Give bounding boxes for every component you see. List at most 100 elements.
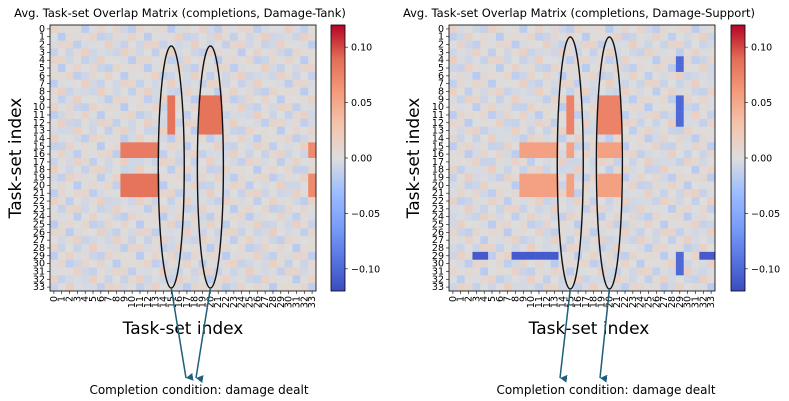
y-tick-label: 29	[33, 251, 45, 262]
heatmap-cell	[558, 142, 567, 151]
heatmap-cell	[89, 103, 98, 112]
heatmap-cell	[652, 32, 661, 41]
heatmap-cell	[582, 134, 591, 143]
heatmap-cell	[214, 118, 223, 127]
heatmap-cell	[566, 283, 575, 292]
heatmap-cell	[89, 71, 98, 81]
heatmap-cell	[214, 40, 223, 49]
heatmap-cell	[503, 111, 512, 120]
heatmap-cell	[464, 228, 473, 237]
heatmap-cell	[707, 259, 716, 268]
heatmap-cell	[229, 95, 239, 104]
heatmap-cell	[73, 32, 82, 41]
heatmap-cell	[73, 181, 82, 190]
heatmap-cell	[143, 118, 152, 127]
heatmap-cell	[488, 64, 497, 73]
heatmap-cell	[456, 181, 465, 190]
heatmap-cell	[89, 150, 98, 159]
heatmap-cell	[261, 244, 270, 253]
heatmap-cell	[503, 181, 512, 190]
heatmap-cell	[495, 95, 505, 104]
plot-frame	[49, 24, 317, 292]
heatmap-cell	[136, 56, 145, 65]
heatmap-cell	[269, 40, 278, 49]
heatmap-cell	[683, 40, 692, 49]
x-tick-label: 30	[683, 296, 694, 308]
heatmap-cell	[269, 56, 278, 65]
heatmap-cell	[636, 111, 645, 120]
heatmap-cell	[527, 64, 536, 73]
heatmap-cell	[449, 25, 458, 34]
heatmap-cell	[128, 259, 137, 268]
heatmap-cell	[308, 87, 317, 96]
heatmap-cell	[495, 56, 505, 65]
heatmap-cell	[136, 158, 145, 167]
heatmap-cell	[269, 236, 278, 245]
heatmap-cell	[81, 134, 90, 143]
heatmap-cell	[308, 103, 317, 112]
heatmap-cell	[503, 87, 512, 96]
heatmap-cell	[621, 40, 630, 49]
heatmap-cell	[269, 204, 278, 214]
heatmap-cell	[112, 150, 121, 159]
heatmap-cell	[175, 111, 184, 120]
heatmap-cell	[488, 259, 497, 268]
heatmap-cell	[112, 212, 121, 221]
heatmap-cell	[65, 204, 74, 214]
heatmap-cell	[57, 134, 66, 143]
heatmap-cell	[550, 142, 559, 151]
heatmap-cell	[503, 220, 512, 229]
heatmap-cell	[495, 79, 505, 88]
heatmap-cell	[57, 251, 66, 260]
heatmap-cell	[519, 236, 528, 245]
heatmap-cell	[89, 212, 98, 221]
heatmap-cell	[300, 32, 309, 41]
heatmap-cell	[628, 236, 638, 245]
heatmap-cell	[120, 204, 129, 214]
heatmap-cell	[104, 220, 113, 229]
heatmap-cell	[151, 134, 160, 143]
heatmap-cell	[73, 48, 82, 57]
heatmap-cell	[143, 40, 152, 49]
heatmap-cell	[683, 134, 692, 143]
heatmap-cell	[511, 181, 520, 190]
heatmap-cell	[582, 228, 591, 237]
heatmap-cell	[104, 126, 113, 135]
x-tick-label: 7	[503, 296, 514, 302]
heatmap-cell	[542, 244, 551, 253]
heatmap-cell	[503, 126, 512, 135]
heatmap-cell	[96, 103, 106, 112]
heatmap-cell	[284, 212, 293, 221]
heatmap-cell	[456, 212, 465, 221]
heatmap-cell	[613, 142, 622, 151]
heatmap-cell	[50, 244, 59, 253]
heatmap-cell	[104, 150, 113, 159]
heatmap-cell	[190, 165, 199, 174]
heatmap-cell	[527, 79, 536, 88]
heatmap-cell	[57, 197, 66, 206]
heatmap-cell	[175, 283, 184, 292]
heatmap-cell	[50, 126, 59, 135]
heatmap-cell	[183, 228, 192, 237]
heatmap-cell	[104, 87, 113, 96]
heatmap-cell	[683, 283, 692, 292]
heatmap-cell	[284, 173, 293, 182]
heatmap-cell	[558, 111, 567, 120]
heatmap-cell	[527, 212, 536, 221]
heatmap-cell	[589, 181, 598, 190]
heatmap-cell	[73, 173, 82, 182]
heatmap-cell	[89, 220, 98, 229]
heatmap-cell	[691, 79, 700, 88]
heatmap-cell	[605, 283, 614, 292]
heatmap-cell	[276, 283, 285, 292]
heatmap-cell	[73, 79, 82, 88]
heatmap-cell	[668, 189, 677, 198]
heatmap-cell	[613, 236, 622, 245]
heatmap-cell	[159, 267, 168, 276]
heatmap-cell	[245, 32, 254, 41]
heatmap-cell	[511, 212, 520, 221]
x-tick-label: 31	[690, 296, 701, 308]
heatmap-cell	[269, 71, 278, 81]
heatmap-cell	[151, 118, 160, 127]
heatmap-cell	[628, 118, 638, 127]
